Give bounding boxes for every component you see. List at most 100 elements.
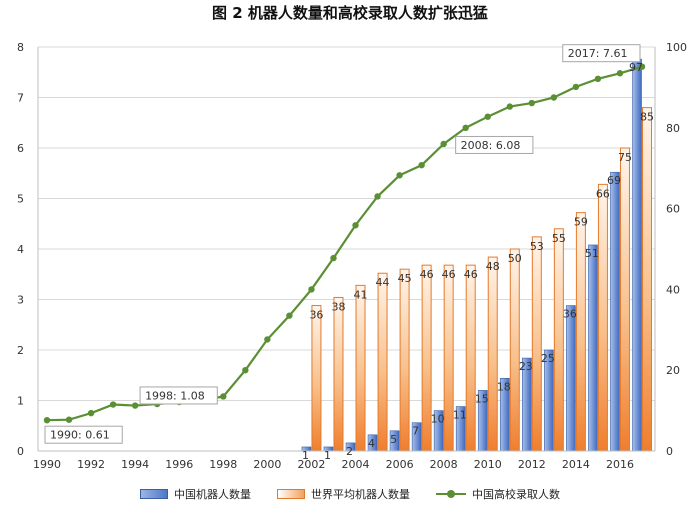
x-tick-label: 1998 bbox=[209, 458, 237, 471]
bar-world-robots bbox=[311, 305, 322, 452]
data-label-china-robots: 36 bbox=[563, 308, 577, 321]
legend-swatch-world-robots bbox=[277, 489, 305, 499]
y-right-tick-label: 100 bbox=[666, 41, 687, 54]
x-tick-label: 2014 bbox=[562, 458, 590, 471]
x-tick-label: 2000 bbox=[253, 458, 281, 471]
legend-label-enrollment: 中国高校录取人数 bbox=[472, 488, 560, 501]
data-label-china-robots: 7 bbox=[412, 425, 419, 438]
enrollment-point bbox=[131, 402, 139, 409]
bar-world-robots bbox=[465, 264, 476, 452]
enrollment-point bbox=[528, 99, 536, 107]
legend-swatch-china-robots bbox=[140, 489, 168, 499]
data-label-world-robots: 66 bbox=[596, 187, 610, 200]
enrollment-point bbox=[87, 409, 95, 417]
enrollment-point bbox=[572, 83, 580, 91]
y-left-tick-label: 6 bbox=[17, 142, 24, 155]
enrollment-point bbox=[594, 75, 602, 83]
x-tick-label: 1994 bbox=[121, 458, 149, 471]
callout-box bbox=[139, 386, 218, 405]
bar-world-robots bbox=[509, 248, 520, 452]
x-tick-label: 2016 bbox=[606, 458, 634, 471]
enrollment-point bbox=[638, 63, 646, 70]
data-label-china-robots: 23 bbox=[519, 360, 533, 373]
chart-title: 图 2 机器人数量和高校录取人数扩张迅猛 bbox=[212, 4, 488, 22]
enrollment-point bbox=[374, 193, 381, 200]
data-label-china-robots: 69 bbox=[607, 174, 621, 187]
y-left-tick-label: 1 bbox=[17, 395, 24, 408]
data-label-china-robots: 10 bbox=[431, 413, 445, 426]
data-label-china-robots: 1 bbox=[324, 449, 331, 462]
data-label-world-robots: 59 bbox=[574, 216, 588, 229]
bar-china-robots bbox=[544, 349, 554, 452]
enrollment-point bbox=[352, 222, 359, 229]
data-label-world-robots: 46 bbox=[442, 268, 456, 281]
legend-label-world-robots: 世界平均机器人数量 bbox=[311, 488, 410, 501]
data-label-china-robots: 15 bbox=[475, 392, 489, 405]
bar-china-robots bbox=[610, 171, 620, 452]
enrollment-point bbox=[220, 393, 227, 400]
y-left-tick-label: 3 bbox=[17, 294, 24, 307]
data-label-world-robots: 55 bbox=[552, 232, 566, 245]
data-label-china-robots: 2 bbox=[346, 445, 353, 458]
enrollment-point bbox=[550, 94, 558, 101]
y-left-tick-label: 8 bbox=[17, 41, 24, 54]
bar-world-robots bbox=[377, 272, 388, 452]
bar-world-robots bbox=[619, 147, 630, 452]
enrollment-point bbox=[264, 336, 271, 343]
data-label-world-robots: 46 bbox=[420, 268, 434, 281]
x-tick-label: 2006 bbox=[386, 458, 414, 471]
data-label-china-robots: 5 bbox=[390, 433, 397, 446]
data-label-china-robots: 11 bbox=[453, 409, 467, 422]
y-left-tick-label: 2 bbox=[17, 344, 24, 357]
enrollment-point bbox=[418, 161, 425, 169]
enrollment-point bbox=[308, 286, 315, 293]
bar-world-robots bbox=[553, 228, 564, 452]
bar-world-robots bbox=[443, 264, 454, 452]
callout-box bbox=[562, 44, 641, 63]
data-label-world-robots: 46 bbox=[464, 268, 478, 281]
x-tick-label: 2004 bbox=[342, 458, 370, 471]
line-layer bbox=[43, 63, 646, 424]
enrollment-point bbox=[440, 140, 447, 148]
enrollment-line bbox=[46, 65, 643, 422]
bar-china-robots bbox=[588, 244, 598, 452]
bar-world-robots bbox=[531, 236, 542, 452]
data-label-world-robots: 48 bbox=[486, 260, 500, 273]
data-label-world-robots: 45 bbox=[398, 272, 412, 285]
enrollment-point bbox=[65, 416, 73, 423]
callout-label: 2017: 7.61 bbox=[568, 47, 628, 60]
enrollment-point bbox=[242, 367, 249, 374]
x-tick-label: 2008 bbox=[430, 458, 458, 471]
y-right-tick-label: 0 bbox=[666, 445, 673, 458]
bar-world-robots bbox=[333, 296, 344, 452]
enrollment-point bbox=[462, 124, 469, 131]
data-label-world-robots: 38 bbox=[331, 300, 345, 313]
legend-label-china-robots: 中国机器人数量 bbox=[174, 488, 251, 501]
legend: 中国机器人数量 世界平均机器人数量 中国高校录取人数 bbox=[0, 486, 700, 502]
data-label-china-robots: 4 bbox=[368, 437, 375, 450]
enrollment-point bbox=[43, 416, 51, 424]
data-label-china-robots: 51 bbox=[585, 247, 599, 260]
y-right-tick-label: 80 bbox=[666, 122, 680, 135]
enrollment-point bbox=[506, 103, 513, 110]
data-label-world-robots: 53 bbox=[530, 240, 544, 253]
x-tick-label: 1992 bbox=[77, 458, 105, 471]
enrollment-point bbox=[616, 70, 624, 77]
bar-world-robots bbox=[399, 268, 410, 452]
enrollment-point bbox=[109, 401, 117, 408]
y-left-tick-label: 5 bbox=[17, 193, 24, 206]
data-label-world-robots: 85 bbox=[640, 111, 654, 124]
enrollment-point bbox=[330, 254, 337, 262]
x-tick-label: 1990 bbox=[33, 458, 61, 471]
data-label-world-robots: 36 bbox=[309, 309, 323, 322]
bar-world-robots bbox=[355, 284, 366, 452]
callout-box bbox=[455, 135, 534, 154]
callout-label: 1990: 0.61 bbox=[50, 429, 110, 442]
bar-world-robots bbox=[642, 107, 652, 452]
data-label-world-robots: 75 bbox=[618, 151, 632, 164]
bar-world-robots bbox=[487, 256, 498, 452]
legend-item-china-robots: 中国机器人数量 bbox=[140, 486, 251, 502]
